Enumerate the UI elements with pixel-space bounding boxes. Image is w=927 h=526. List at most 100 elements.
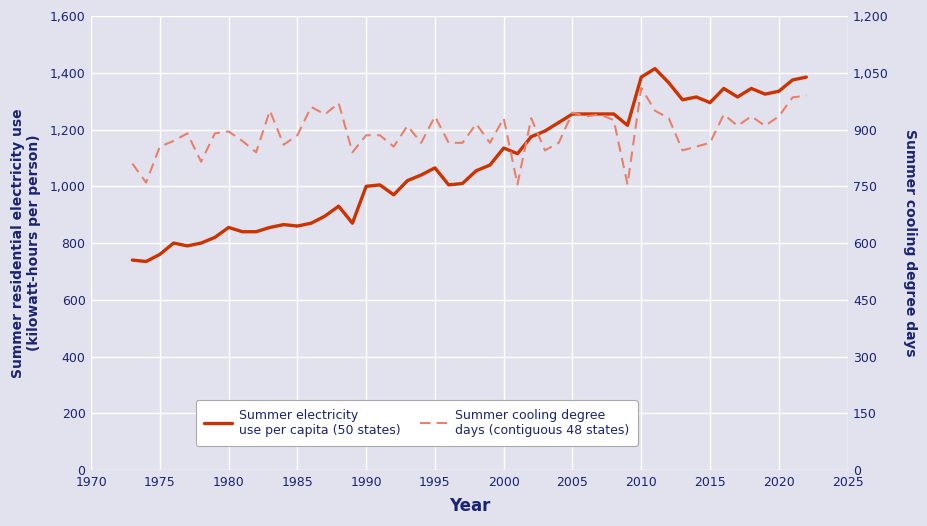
Summer cooling degree
days (contiguous 48 states) <box>690 144 701 150</box>
Summer cooling degree
days (contiguous 48 states) <box>374 132 385 138</box>
Summer electricity
use per capita (50 states) <box>512 150 523 157</box>
Summer cooling degree
days (contiguous 48 states) <box>154 144 165 150</box>
Summer cooling degree
days (contiguous 48 states) <box>196 158 207 165</box>
Line: Summer cooling degree
days (contiguous 48 states): Summer cooling degree days (contiguous 4… <box>133 88 806 185</box>
Summer cooling degree
days (contiguous 48 states) <box>415 140 426 146</box>
Summer electricity
use per capita (50 states) <box>196 240 207 246</box>
Summer electricity
use per capita (50 states) <box>333 203 344 209</box>
Summer cooling degree
days (contiguous 48 states) <box>236 138 248 144</box>
Summer cooling degree
days (contiguous 48 states) <box>443 140 454 146</box>
Summer cooling degree
days (contiguous 48 states) <box>429 113 440 119</box>
Summer electricity
use per capita (50 states) <box>415 172 426 178</box>
Summer cooling degree
days (contiguous 48 states) <box>552 140 564 146</box>
Summer cooling degree
days (contiguous 48 states) <box>361 132 372 138</box>
Line: Summer electricity
use per capita (50 states): Summer electricity use per capita (50 st… <box>133 68 806 261</box>
Summer cooling degree
days (contiguous 48 states) <box>127 160 138 167</box>
Summer electricity
use per capita (50 states) <box>621 122 632 128</box>
Summer electricity
use per capita (50 states) <box>552 119 564 126</box>
Summer electricity
use per capita (50 states) <box>498 145 509 151</box>
Summer electricity
use per capita (50 states) <box>745 85 756 92</box>
Summer electricity
use per capita (50 states) <box>210 234 221 240</box>
Summer electricity
use per capita (50 states) <box>236 229 248 235</box>
Summer cooling degree
days (contiguous 48 states) <box>649 107 660 114</box>
Summer cooling degree
days (contiguous 48 states) <box>264 107 275 114</box>
Summer cooling degree
days (contiguous 48 states) <box>250 149 261 156</box>
Summer electricity
use per capita (50 states) <box>401 177 413 184</box>
Summer electricity
use per capita (50 states) <box>168 240 179 246</box>
Summer cooling degree
days (contiguous 48 states) <box>278 141 289 148</box>
Summer electricity
use per capita (50 states) <box>429 165 440 171</box>
Summer electricity
use per capita (50 states) <box>566 111 578 117</box>
Summer cooling degree
days (contiguous 48 states) <box>580 113 591 119</box>
Summer electricity
use per capita (50 states) <box>800 74 811 80</box>
Summer cooling degree
days (contiguous 48 states) <box>663 115 674 122</box>
Y-axis label: Summer residential electricity use
(kilowatt-hours per person): Summer residential electricity use (kilo… <box>11 108 42 378</box>
Summer electricity
use per capita (50 states) <box>127 257 138 263</box>
Summer electricity
use per capita (50 states) <box>374 182 385 188</box>
Summer cooling degree
days (contiguous 48 states) <box>387 144 399 150</box>
Summer electricity
use per capita (50 states) <box>443 182 454 188</box>
Summer cooling degree
days (contiguous 48 states) <box>182 130 193 137</box>
Summer cooling degree
days (contiguous 48 states) <box>470 121 481 127</box>
Summer electricity
use per capita (50 states) <box>305 220 316 226</box>
Summer electricity
use per capita (50 states) <box>772 88 783 95</box>
Summer cooling degree
days (contiguous 48 states) <box>800 93 811 99</box>
Summer electricity
use per capita (50 states) <box>291 223 302 229</box>
Summer cooling degree
days (contiguous 48 states) <box>401 123 413 129</box>
Summer cooling degree
days (contiguous 48 states) <box>291 132 302 138</box>
Summer cooling degree
days (contiguous 48 states) <box>745 113 756 119</box>
Summer electricity
use per capita (50 states) <box>580 111 591 117</box>
Summer electricity
use per capita (50 states) <box>690 94 701 100</box>
Summer cooling degree
days (contiguous 48 states) <box>717 112 729 118</box>
Summer electricity
use per capita (50 states) <box>607 111 618 117</box>
Y-axis label: Summer cooling degree days: Summer cooling degree days <box>902 129 916 357</box>
Summer cooling degree
days (contiguous 48 states) <box>210 130 221 137</box>
Summer electricity
use per capita (50 states) <box>731 94 743 100</box>
Summer cooling degree
days (contiguous 48 states) <box>305 104 316 110</box>
Summer cooling degree
days (contiguous 48 states) <box>498 115 509 122</box>
Summer electricity
use per capita (50 states) <box>676 97 687 103</box>
Summer electricity
use per capita (50 states) <box>704 99 715 106</box>
Summer electricity
use per capita (50 states) <box>786 77 797 83</box>
Summer electricity
use per capita (50 states) <box>140 258 151 265</box>
Summer cooling degree
days (contiguous 48 states) <box>758 123 769 129</box>
Summer electricity
use per capita (50 states) <box>484 162 495 168</box>
Summer cooling degree
days (contiguous 48 states) <box>333 100 344 106</box>
Summer electricity
use per capita (50 states) <box>319 213 330 219</box>
Summer cooling degree
days (contiguous 48 states) <box>731 123 743 129</box>
Summer cooling degree
days (contiguous 48 states) <box>621 181 632 188</box>
Summer electricity
use per capita (50 states) <box>347 220 358 226</box>
Summer electricity
use per capita (50 states) <box>470 168 481 174</box>
Summer electricity
use per capita (50 states) <box>594 111 605 117</box>
Legend: Summer electricity
use per capita (50 states), Summer cooling degree
days (conti: Summer electricity use per capita (50 st… <box>196 400 637 446</box>
Summer electricity
use per capita (50 states) <box>250 229 261 235</box>
Summer cooling degree
days (contiguous 48 states) <box>168 138 179 144</box>
Summer electricity
use per capita (50 states) <box>264 224 275 230</box>
Summer electricity
use per capita (50 states) <box>525 134 536 140</box>
Summer cooling degree
days (contiguous 48 states) <box>140 179 151 186</box>
Summer cooling degree
days (contiguous 48 states) <box>676 147 687 154</box>
Summer electricity
use per capita (50 states) <box>154 251 165 258</box>
Summer electricity
use per capita (50 states) <box>663 79 674 86</box>
Summer cooling degree
days (contiguous 48 states) <box>594 112 605 118</box>
Summer cooling degree
days (contiguous 48 states) <box>635 85 646 91</box>
Summer cooling degree
days (contiguous 48 states) <box>456 140 467 146</box>
Summer cooling degree
days (contiguous 48 states) <box>607 117 618 123</box>
Summer cooling degree
days (contiguous 48 states) <box>539 147 550 154</box>
Summer electricity
use per capita (50 states) <box>222 224 234 230</box>
Summer cooling degree
days (contiguous 48 states) <box>222 128 234 135</box>
Summer electricity
use per capita (50 states) <box>361 183 372 189</box>
Summer cooling degree
days (contiguous 48 states) <box>347 149 358 156</box>
Summer electricity
use per capita (50 states) <box>649 65 660 72</box>
Summer electricity
use per capita (50 states) <box>539 128 550 134</box>
Summer electricity
use per capita (50 states) <box>717 85 729 92</box>
Summer cooling degree
days (contiguous 48 states) <box>786 94 797 100</box>
Summer electricity
use per capita (50 states) <box>278 221 289 228</box>
Summer electricity
use per capita (50 states) <box>758 91 769 97</box>
Summer cooling degree
days (contiguous 48 states) <box>772 113 783 119</box>
Summer cooling degree
days (contiguous 48 states) <box>319 112 330 118</box>
Summer electricity
use per capita (50 states) <box>182 242 193 249</box>
Summer electricity
use per capita (50 states) <box>635 74 646 80</box>
Summer cooling degree
days (contiguous 48 states) <box>566 109 578 116</box>
Summer cooling degree
days (contiguous 48 states) <box>484 140 495 146</box>
